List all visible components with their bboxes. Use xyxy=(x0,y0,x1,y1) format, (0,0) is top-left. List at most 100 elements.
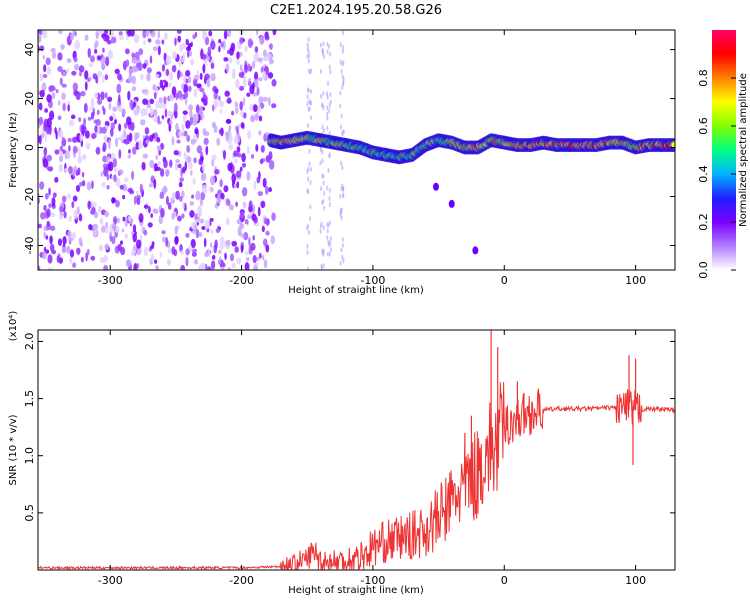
noise-speckle xyxy=(210,72,216,82)
noise-speckle xyxy=(124,138,130,145)
noise-streak xyxy=(322,48,325,54)
snr-y-ticks: 0.5 1.0 1.5 2.0 xyxy=(23,333,675,522)
noise-speckle xyxy=(156,265,160,270)
noise-streak xyxy=(341,165,344,171)
noise-speckle xyxy=(42,158,48,168)
noise-speckle xyxy=(192,121,198,126)
noise-streak xyxy=(328,44,331,50)
noise-speckle xyxy=(228,56,233,64)
noise-streak xyxy=(326,228,329,234)
noise-speckle xyxy=(123,177,129,183)
noise-speckle xyxy=(176,139,181,144)
noise-speckle xyxy=(162,236,166,243)
noise-speckle xyxy=(196,212,201,219)
noise-speckle xyxy=(247,130,252,140)
noise-speckle xyxy=(67,193,72,200)
noise-speckle xyxy=(188,104,194,111)
noise-speckle xyxy=(226,99,232,104)
noise-speckle xyxy=(251,60,256,69)
noise-streak xyxy=(328,202,331,208)
noise-speckle xyxy=(258,35,265,46)
noise-speckle xyxy=(210,62,215,70)
noise-speckle xyxy=(107,96,113,103)
noise-speckle xyxy=(165,236,168,247)
noise-speckle xyxy=(250,242,256,251)
noise-speckle xyxy=(209,217,214,222)
noise-streak xyxy=(306,46,309,52)
noise-speckle xyxy=(174,236,179,245)
y-tick-label: 1.5 xyxy=(23,390,36,408)
spectrogram-area xyxy=(38,30,675,270)
noise-speckle xyxy=(156,145,161,151)
noise-speckle xyxy=(153,162,158,172)
noise-speckle xyxy=(104,74,109,81)
x-tick-label: -100 xyxy=(360,574,385,587)
noise-speckle xyxy=(43,204,47,211)
noise-speckle xyxy=(38,102,43,111)
noise-speckle xyxy=(202,30,206,41)
noise-streak xyxy=(309,204,312,210)
noise-speckle xyxy=(155,100,160,109)
noise-speckle xyxy=(118,93,121,103)
noise-speckle xyxy=(148,183,153,188)
noise-streak xyxy=(339,193,342,199)
isolated-blob xyxy=(472,246,479,255)
noise-speckle xyxy=(114,168,118,173)
noise-speckle xyxy=(158,102,164,109)
noise-speckle xyxy=(101,126,107,134)
noise-speckle xyxy=(133,262,138,270)
noise-speckle xyxy=(102,258,106,264)
noise-speckle xyxy=(46,154,53,162)
noise-speckle xyxy=(254,46,259,53)
noise-speckle xyxy=(243,74,247,81)
noise-speckle xyxy=(113,174,117,183)
noise-speckle xyxy=(224,131,230,137)
noise-speckle xyxy=(184,96,188,106)
noise-speckle xyxy=(108,161,114,172)
noise-speckle xyxy=(83,117,87,127)
noise-speckle xyxy=(152,133,155,139)
noise-streak xyxy=(306,243,309,249)
noise-speckle xyxy=(67,230,72,239)
noise-streak xyxy=(320,102,323,108)
noise-speckle xyxy=(57,115,62,121)
noise-speckle xyxy=(204,36,210,46)
noise-speckle xyxy=(161,39,165,45)
noise-streak xyxy=(342,76,345,82)
noise-speckle xyxy=(41,82,47,92)
noise-speckle xyxy=(71,201,75,209)
noise-speckle xyxy=(193,224,197,232)
noise-speckle xyxy=(52,192,57,198)
noise-speckle xyxy=(200,155,204,162)
noise-streak xyxy=(341,254,344,260)
spectrogram-x-label: Height of straight line (km) xyxy=(288,285,424,296)
noise-speckle xyxy=(90,111,95,120)
noise-speckle xyxy=(110,36,117,44)
noise-speckle xyxy=(69,256,73,265)
noise-speckle xyxy=(155,154,159,160)
noise-speckle xyxy=(201,53,207,60)
noise-streak xyxy=(339,59,342,65)
noise-speckle xyxy=(178,181,183,188)
noise-speckle xyxy=(186,134,191,142)
noise-streak xyxy=(326,105,329,111)
noise-speckle xyxy=(69,32,75,41)
noise-speckle xyxy=(143,229,148,236)
noise-speckle xyxy=(95,31,99,40)
noise-speckle xyxy=(225,239,231,246)
noise-speckle xyxy=(271,212,276,222)
noise-speckle xyxy=(94,125,98,134)
y-tick-label: 1.0 xyxy=(23,447,36,465)
noise-speckle xyxy=(98,244,104,252)
noise-speckle xyxy=(143,108,149,116)
noise-speckle xyxy=(161,230,166,235)
noise-speckle xyxy=(65,245,71,254)
noise-speckle xyxy=(207,46,211,54)
noise-speckle xyxy=(189,109,193,118)
noise-streak xyxy=(326,125,329,131)
noise-speckle xyxy=(124,216,128,222)
noise-speckle xyxy=(104,92,108,99)
noise-speckle xyxy=(42,73,48,79)
noise-speckle xyxy=(125,48,130,55)
noise-speckle xyxy=(253,104,258,113)
